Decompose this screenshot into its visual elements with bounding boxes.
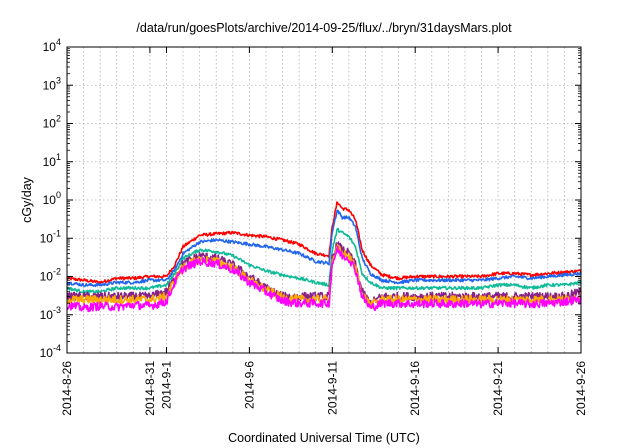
y-tick-label: 10-1 [40, 228, 61, 245]
x-tick-label: 2014-9-1 [159, 361, 173, 409]
y-axis-label: cGy/day [20, 176, 34, 223]
grid [67, 47, 581, 353]
series-line [66, 209, 582, 288]
y-tick-label: 102 [43, 114, 61, 131]
x-tick-label: 2014-9-11 [325, 361, 339, 415]
x-tick-label: 2014-8-26 [60, 361, 74, 416]
x-axis-label: Coordinated Universal Time (UTC) [228, 431, 420, 445]
series-layer [66, 201, 582, 313]
x-tick-label: 2014-8-31 [143, 361, 157, 416]
x-tick-label: 2014-9-6 [242, 361, 256, 409]
y-tick-label: 10-2 [40, 267, 61, 284]
y-tick-label: 103 [43, 75, 61, 92]
y-tick-label: 10-4 [40, 343, 61, 360]
chart-title: /data/run/goesPlots/archive/2014-09-25/f… [136, 21, 512, 35]
y-tick-label: 100 [43, 190, 61, 207]
series-line [66, 245, 582, 313]
x-tick-label: 2014-9-21 [491, 361, 505, 416]
x-tick-label: 2014-9-26 [574, 361, 588, 416]
y-tick-label: 104 [43, 37, 61, 54]
y-axis: 10-4 10-3 10-2 10-1 100 101 102 103 104 [40, 37, 581, 360]
x-tick-label: 2014-9-16 [408, 361, 422, 416]
series-line [66, 227, 582, 294]
y-tick-label: 10-3 [40, 305, 61, 322]
y-tick-label: 101 [43, 152, 61, 169]
series-line [66, 201, 582, 285]
x-axis: 2014-8-26 2014-8-31 2014-9-1 2014-9-6 2014-9… [60, 47, 588, 416]
